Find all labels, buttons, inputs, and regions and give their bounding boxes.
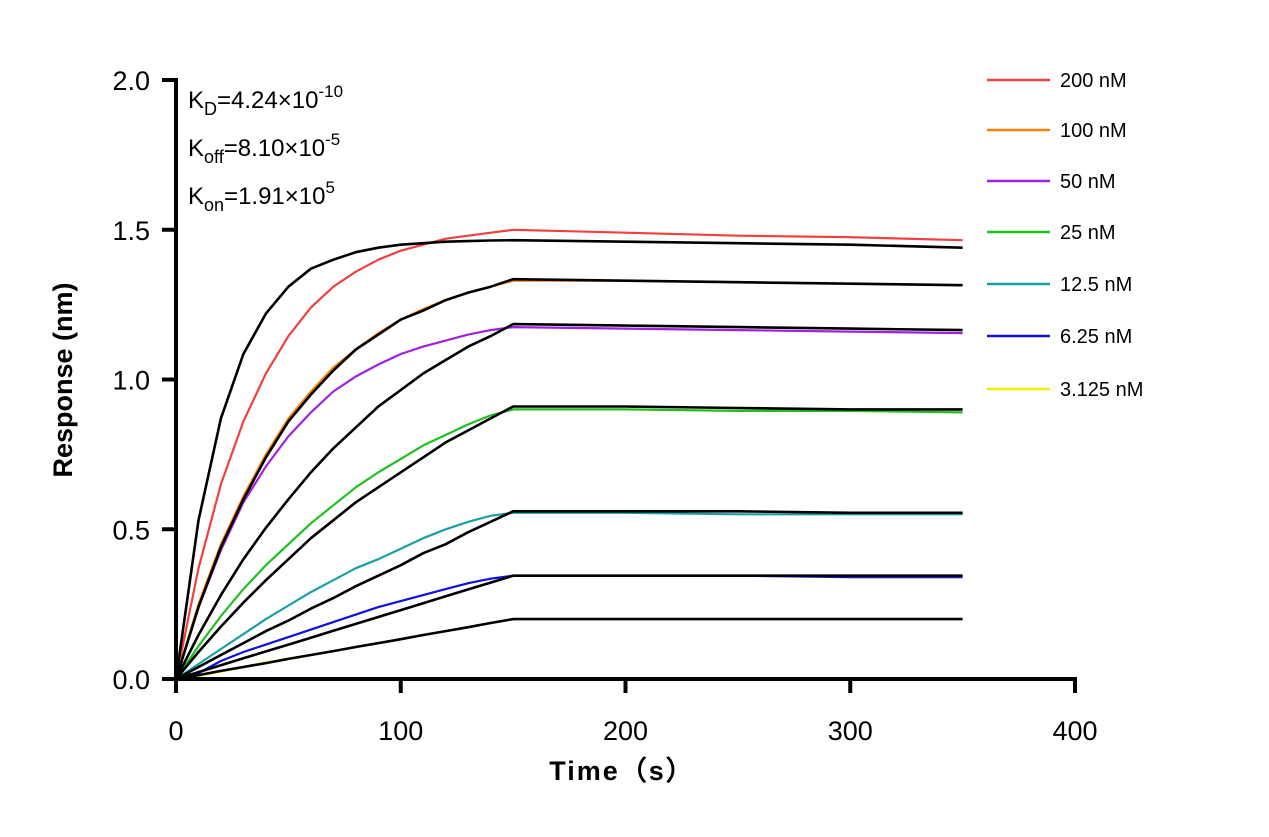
series-line-25-nM [175, 408, 963, 680]
x-tick-label: 300 [828, 716, 873, 746]
series-line-12.5-nM [175, 511, 963, 680]
legend-item: 12.5 nM [987, 274, 1132, 296]
legend-item: 50 nM [987, 171, 1116, 193]
legend-item: 100 nM [987, 120, 1127, 142]
series-line-3.125-nM [175, 617, 963, 681]
legend-item: 6.25 nM [987, 326, 1132, 348]
legend-label: 6.25 nM [1060, 326, 1132, 348]
annotation-off: Koff=8.10×10-5 [188, 130, 340, 167]
x-tick-label: 200 [603, 716, 648, 746]
x-tick-label: 400 [1052, 716, 1097, 746]
legend-label: 12.5 nM [1060, 274, 1132, 296]
y-tick-label: 0.5 [112, 515, 150, 545]
y-tick-label: 1.5 [112, 216, 150, 246]
ticks: 0 100 200 300 400 0.0 0.5 1.0 1.5 2.0 [112, 66, 1097, 746]
annotation-on: Kon=1.91×105 [188, 178, 335, 215]
legend: 200 nM 100 nM 50 nM 25 nM 12.5 nM 6.25 nM 3.12… [987, 70, 1143, 401]
legend-label: 200 nM [1060, 70, 1127, 92]
kinetic-annotations: KD=4.24×10-10 Koff=8.10×10-5 Kon=1.91×105 [188, 82, 343, 215]
annotation-d: KD=4.24×10-10 [188, 82, 343, 119]
legend-label: 3.125 nM [1060, 379, 1143, 401]
legend-item: 25 nM [987, 222, 1116, 244]
series-line-6.25-nM [175, 574, 963, 681]
fit-line-25-nM [175, 405, 963, 680]
fit-line-200-nM [174, 238, 963, 680]
legend-item: 3.125 nM [987, 379, 1143, 401]
series-line-200-nM [174, 228, 963, 680]
curves [174, 228, 963, 681]
legend-item: 200 nM [987, 70, 1127, 92]
y-tick-label: 2.0 [112, 66, 150, 96]
x-axis-title: Time（s） [549, 756, 695, 786]
fit-line-3.125-nM [175, 617, 963, 681]
axes [174, 78, 1077, 681]
x-tick-label: 0 [168, 716, 183, 746]
series-line-50-nM [174, 326, 963, 680]
fit-line-12.5-nM [175, 509, 963, 681]
x-tick-label: 100 [378, 716, 423, 746]
legend-label: 25 nM [1060, 222, 1116, 244]
legend-label: 100 nM [1060, 120, 1127, 142]
fit-line-100-nM [174, 277, 963, 680]
y-tick-label: 1.0 [112, 366, 150, 396]
legend-label: 50 nM [1060, 171, 1116, 193]
fit-line-50-nM [174, 322, 963, 680]
y-axis-title: Response (nm) [48, 282, 78, 477]
fit-line-6.25-nM [175, 574, 963, 681]
y-tick-label: 0.0 [112, 665, 150, 695]
